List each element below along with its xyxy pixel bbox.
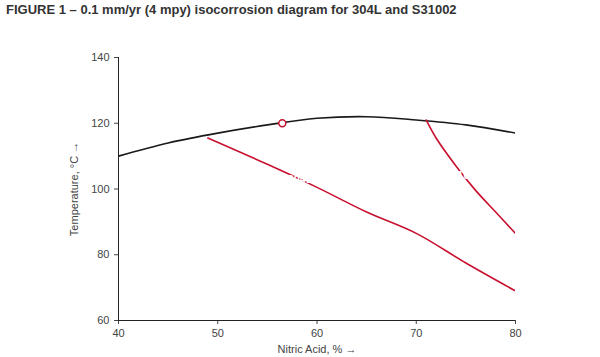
svg-text:80: 80 <box>97 248 109 260</box>
svg-text:60: 60 <box>97 314 109 326</box>
svg-text:60: 60 <box>311 327 323 339</box>
svg-text:120: 120 <box>91 117 109 129</box>
svg-text:310L: 310L <box>451 169 476 181</box>
svg-text:Boiling Curve: Boiling Curve <box>199 105 271 117</box>
svg-text:40: 40 <box>112 327 124 339</box>
svg-text:70: 70 <box>410 327 422 339</box>
svg-text:Temperature, °C →: Temperature, °C → <box>68 142 80 236</box>
svg-text:Nitric Acid, % →: Nitric Acid, % → <box>278 343 357 355</box>
svg-text:80: 80 <box>509 327 521 339</box>
svg-text:304L: 304L <box>288 173 313 185</box>
svg-text:50: 50 <box>212 327 224 339</box>
svg-text:100: 100 <box>91 183 109 195</box>
svg-text:140: 140 <box>91 51 109 63</box>
html-text:FIGURE 1 – 0.1 mm/yr (4 mpy) i: FIGURE 1 – 0.1 mm/yr (4 mpy) isocorrosio… <box>6 2 457 17</box>
